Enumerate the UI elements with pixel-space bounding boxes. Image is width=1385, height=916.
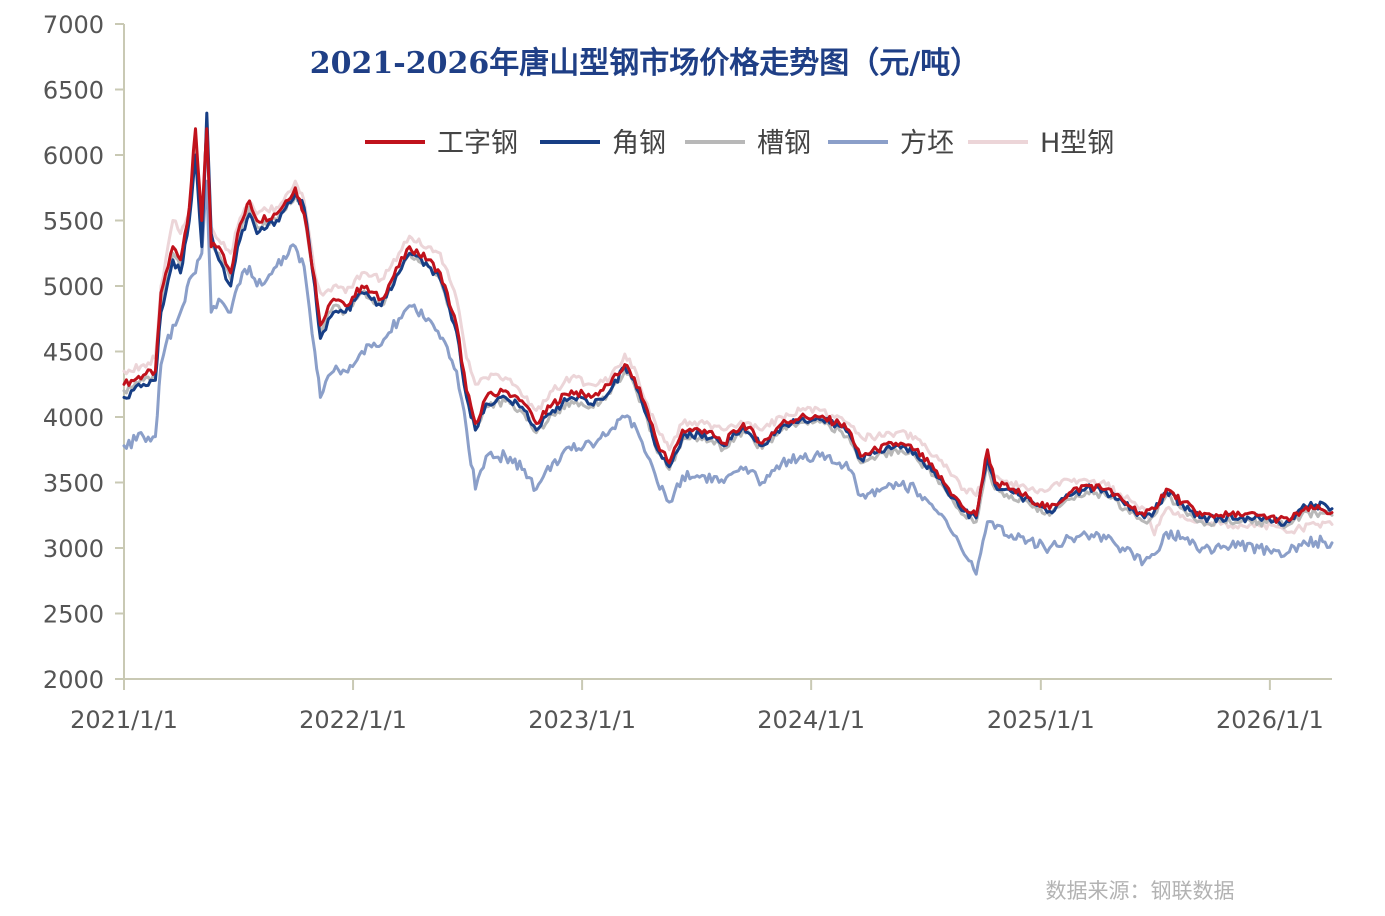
y-tick-label: 6500 [43,77,104,105]
y-tick-label: 4000 [43,404,104,432]
series-line-1 [122,127,1334,524]
series-line-2 [122,111,1334,527]
y-tick-label: 6000 [43,142,104,170]
source-note: 数据来源：钢联数据 [1046,879,1235,903]
y-tick-label: 5500 [43,208,104,236]
x-axis-ticks: 2021/1/1 2022/1/1 2023/1/1 2024/1/1 2025/1/1… [70,679,1324,734]
y-tick-label: 7000 [43,11,104,39]
x-tick-label: 2023/1/1 [528,706,636,734]
series-line-5 [122,133,1334,537]
series-line-3 [122,120,1334,530]
legend-label: H型钢 [1040,128,1114,159]
series-line-4 [122,179,1334,576]
legend-label: 槽钢 [757,128,811,159]
y-tick-label: 3500 [43,470,104,498]
x-tick-label: 2022/1/1 [299,706,407,734]
y-axis-ticks: 7000 6500 6000 5500 5000 4500 4000 3500 3000 2500… [43,11,124,694]
x-tick-label: 2026/1/1 [1216,706,1324,734]
legend: 工字钢 角钢 槽钢 方坯 H型钢 [365,128,1114,159]
x-tick-label: 2021/1/1 [70,706,178,734]
y-tick-label: 2000 [43,666,104,694]
y-tick-label: 4500 [43,339,104,367]
y-tick-label: 2500 [43,601,104,629]
legend-label: 工字钢 [437,128,518,159]
y-tick-label: 5000 [43,273,104,301]
legend-label: 角钢 [612,128,666,159]
plot-lines [122,111,1334,576]
x-tick-label: 2025/1/1 [987,706,1095,734]
chart-title: 2021-2026年唐山型钢市场价格走势图（元/吨） [310,46,980,81]
y-tick-label: 3000 [43,535,104,563]
x-tick-label: 2024/1/1 [757,706,865,734]
legend-label: 方坯 [900,128,954,159]
